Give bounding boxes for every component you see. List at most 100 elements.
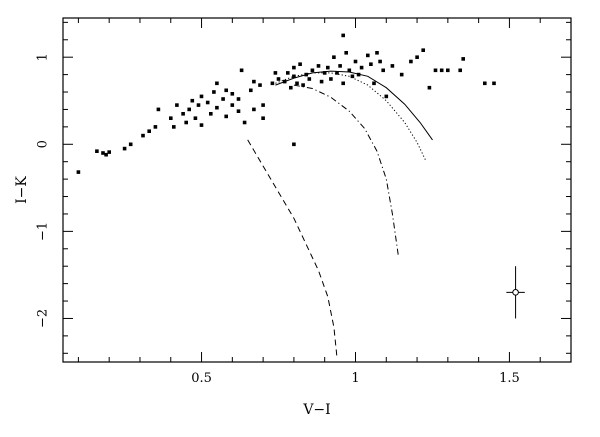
data-point	[128, 142, 133, 147]
data-point	[292, 142, 296, 147]
error-bar	[506, 266, 525, 319]
tick-labels: 0.5 1 1.5 1 0 −1 −2	[36, 53, 520, 386]
data-point	[390, 64, 395, 68]
data-point	[338, 64, 342, 68]
data-point	[483, 81, 487, 86]
data-point	[224, 114, 228, 119]
x-tick-label: 1	[351, 371, 359, 386]
data-point	[221, 97, 225, 101]
data-point	[316, 64, 321, 68]
data-point	[344, 51, 348, 55]
data-point	[399, 72, 404, 77]
y-tick-label: 1	[36, 53, 51, 61]
data-point	[209, 112, 213, 116]
data-point	[366, 53, 370, 58]
error-bar-marker	[512, 289, 519, 296]
data-point	[307, 77, 312, 81]
model-curve-dashed	[247, 139, 338, 358]
data-point	[350, 74, 355, 79]
data-point	[261, 116, 265, 120]
data-point	[169, 116, 173, 120]
data-point	[292, 65, 296, 70]
data-point	[286, 71, 290, 75]
data-point	[153, 125, 158, 129]
data-point	[184, 120, 188, 125]
data-point	[301, 83, 305, 87]
data-point	[347, 68, 352, 73]
data-point	[156, 107, 161, 112]
data-point	[415, 55, 419, 59]
data-point	[409, 59, 413, 64]
data-point	[236, 97, 241, 101]
data-point	[239, 68, 244, 73]
data-point	[175, 103, 179, 107]
data-point	[224, 88, 228, 93]
data-point	[258, 83, 262, 87]
x-axis-label: V−I	[302, 402, 330, 418]
y-tick-label: −2	[36, 309, 51, 328]
data-point	[252, 107, 256, 112]
data-point	[372, 81, 376, 86]
data-point	[292, 74, 296, 79]
model-curve-dash-dot	[293, 84, 400, 258]
data-point	[369, 62, 373, 66]
data-point	[335, 71, 339, 75]
y-tick-label: −1	[36, 222, 51, 241]
data-point	[215, 105, 219, 110]
data-point	[381, 68, 385, 73]
data-point	[252, 79, 256, 84]
data-point	[375, 51, 379, 55]
data-point	[276, 77, 281, 81]
plot-frame	[62, 17, 572, 363]
data-point	[439, 68, 444, 73]
data-points	[76, 33, 496, 174]
data-point	[104, 152, 108, 157]
data-point	[421, 48, 425, 52]
data-point	[326, 65, 330, 70]
data-point	[378, 59, 382, 64]
data-point	[205, 100, 210, 105]
data-point	[230, 103, 235, 107]
data-point	[181, 112, 185, 116]
data-point	[458, 68, 462, 73]
data-point	[427, 85, 432, 90]
data-point	[359, 65, 364, 70]
data-point	[215, 81, 219, 86]
data-point	[172, 125, 176, 129]
data-point	[122, 146, 127, 151]
data-point	[353, 59, 358, 64]
data-point	[101, 151, 105, 155]
data-point	[319, 79, 324, 84]
data-point	[193, 116, 198, 120]
data-point	[249, 88, 253, 93]
data-point	[492, 81, 496, 86]
data-point	[298, 62, 302, 66]
data-point	[147, 129, 151, 133]
data-point	[433, 68, 438, 73]
data-point	[289, 85, 293, 90]
y-tick-label: 0	[36, 140, 51, 148]
data-point	[199, 123, 204, 127]
x-tick-label: 0.5	[191, 371, 212, 386]
data-point	[95, 149, 99, 153]
data-point	[199, 94, 204, 99]
data-point	[107, 150, 111, 154]
data-point	[270, 81, 275, 86]
data-point	[329, 77, 333, 81]
data-point	[196, 103, 201, 107]
data-point	[187, 107, 191, 112]
data-point	[304, 72, 308, 77]
data-point	[341, 33, 345, 38]
data-point	[295, 81, 299, 86]
data-point	[356, 72, 361, 77]
y-axis-label: I−K	[14, 176, 30, 204]
axis-ticks	[63, 18, 572, 362]
data-point	[273, 71, 278, 75]
model-curves	[247, 70, 433, 358]
data-point	[341, 81, 345, 86]
model-curve-dotted	[275, 72, 427, 162]
data-point	[461, 57, 465, 61]
data-point	[76, 170, 81, 174]
data-point	[261, 103, 265, 107]
data-point	[212, 90, 216, 94]
